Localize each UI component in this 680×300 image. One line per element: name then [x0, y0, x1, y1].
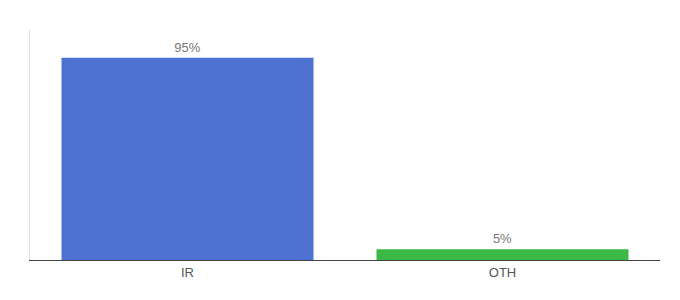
svg-text:5%: 5%	[493, 231, 512, 246]
svg-text:95%: 95%	[174, 40, 200, 55]
svg-text:OTH: OTH	[489, 265, 516, 280]
svg-text:IR: IR	[181, 265, 194, 280]
